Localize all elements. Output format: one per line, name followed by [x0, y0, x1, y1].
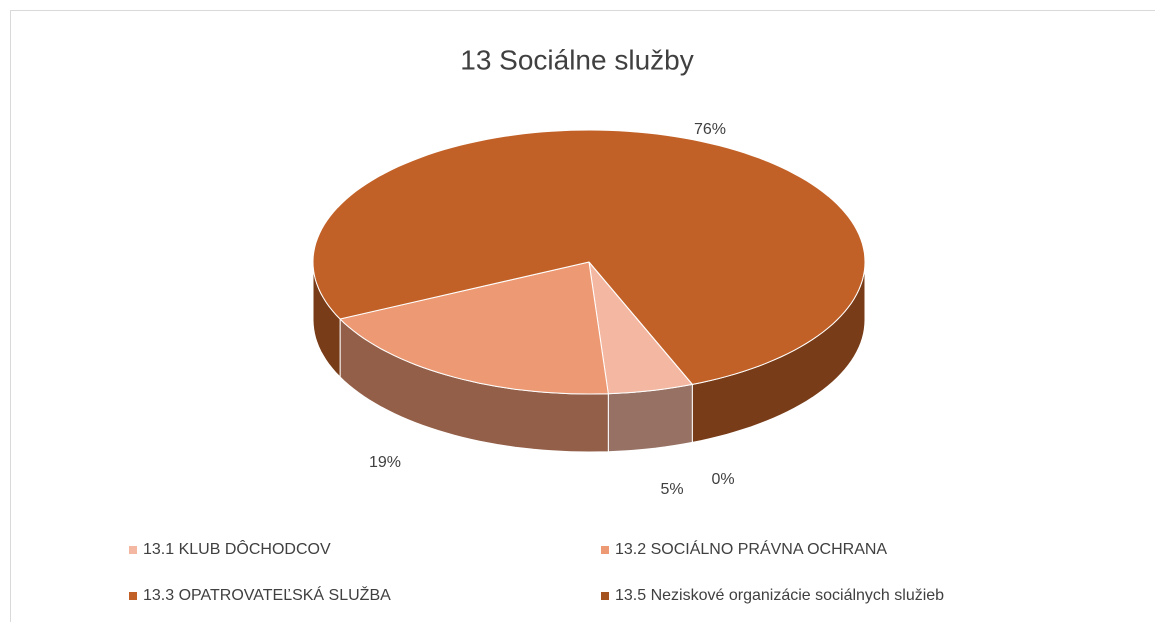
data-label: 19% [369, 454, 401, 471]
slice-side [607, 383, 693, 453]
slice-top [312, 129, 866, 385]
slice-top [339, 261, 609, 395]
slice-top [588, 260, 694, 395]
slice-top [588, 261, 693, 385]
legend-label: 13.1 KLUB DÔCHODCOV [143, 539, 331, 558]
legend-swatch [129, 592, 137, 600]
data-label: 76% [694, 121, 726, 138]
legend-label: 13.3 OPATROVATEĽSKÁ SLUŽBA [143, 585, 391, 604]
data-label: 0% [711, 471, 734, 488]
legend-label: 13.2 SOCIÁLNO PRÁVNA OCHRANA [615, 539, 887, 558]
data-label: 5% [660, 481, 683, 498]
legend-swatch [601, 546, 609, 554]
legend-swatch [601, 592, 609, 600]
legend-label: 13.5 Neziskové organizácie sociálnych sl… [615, 587, 944, 604]
legend-swatch [129, 546, 137, 554]
chart-frame [10, 10, 1155, 622]
chart-title: 13 Sociálne služby [460, 44, 693, 75]
